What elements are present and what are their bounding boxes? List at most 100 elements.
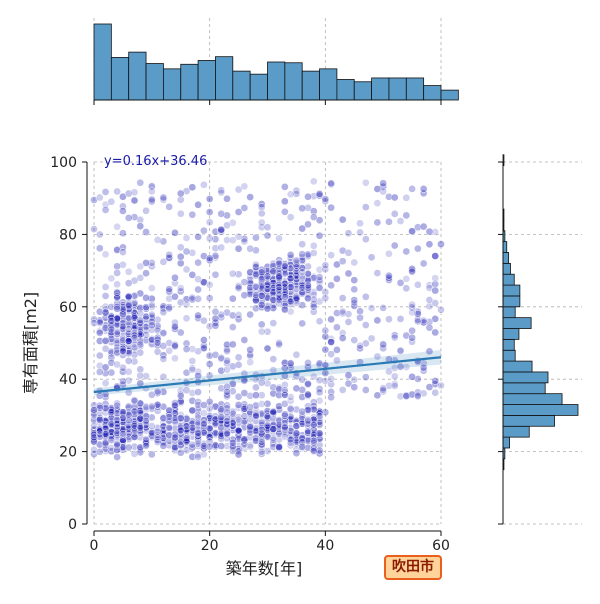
scatter-point [286,359,295,368]
scatter-point [95,230,104,239]
scatter-point [327,374,335,383]
scatter-point [153,387,162,396]
scatter-point [350,276,359,284]
scatter-point [344,371,353,380]
y-hist-bar [502,382,546,395]
scatter-point [281,432,289,441]
scatter-point [101,369,110,378]
scatter-point [119,334,127,343]
scatter-point [257,320,266,329]
scatter-point [240,204,249,212]
scatter-point [246,352,254,360]
scatter-point [298,273,307,282]
x-tick-label: 0 [90,538,99,554]
scatter-point [419,185,428,193]
scatter-point [286,295,295,304]
scatter-point [298,250,307,259]
scatter-point [205,433,214,441]
scatter-point [101,302,110,311]
scatter-point [113,187,121,196]
scatter-point [182,437,191,446]
scatter-point [234,353,243,362]
scatter-point [292,449,301,458]
y-hist-bar [502,252,510,264]
scatter-point [252,383,260,392]
scatter-point [309,420,318,429]
x-hist-bar [232,70,251,101]
scatter-point [217,209,226,218]
scatter-point [200,344,208,353]
scatter-point [315,429,324,438]
scatter-point [223,194,231,203]
scatter-point [275,402,283,411]
scatter-point [240,389,249,397]
scatter-point [171,325,179,333]
scatter-point [414,391,422,400]
y-hist-bar [502,393,563,405]
scatter-point [315,317,324,326]
scatter-point [107,408,116,416]
scatter-point [269,296,278,304]
x-hist-bar [128,51,147,101]
scatter-point [194,413,202,422]
scatter-point [292,272,301,280]
scatter-point [159,422,168,431]
scatter-point [234,401,243,409]
scatter-point [119,377,127,386]
scatter-point [373,269,382,277]
scatter-point [95,427,104,436]
scatter-point [176,189,185,198]
scatter-point [419,318,428,327]
scatter-point [298,415,307,424]
scatter-point [176,328,185,337]
scatter-point [257,265,266,274]
scatter-point [142,442,150,450]
scatter-point [425,240,434,249]
scatter-point [275,443,283,451]
scatter-point [263,421,272,430]
y-hist-bar [502,425,530,438]
scatter-point [246,283,254,292]
scatter-point [350,302,359,310]
scatter-point [321,294,330,303]
scatter-point [95,448,104,456]
scatter-point [217,429,226,438]
scatter-point [217,442,226,450]
scatter-point [107,428,116,436]
scatter-point [246,403,254,411]
y-hist-bar [502,360,533,373]
scatter-point [309,300,318,309]
scatter-point [304,379,312,388]
scatter-point [257,447,266,456]
scatter-point [217,225,226,234]
scatter-point [240,237,249,246]
scatter-point [188,365,197,374]
scatter-point [419,222,428,231]
scatter-point [275,391,283,399]
scatter-point [298,411,307,419]
scatter-point [252,434,260,443]
y-hist-bar [502,317,532,329]
scatter-point [396,392,405,401]
scatter-point [286,297,295,306]
x-hist-bar [405,77,425,101]
scatter-point [113,304,121,313]
scatter-point [101,188,110,196]
scatter-point [136,178,145,187]
scatter-point [217,423,226,432]
scatter-point [257,218,266,227]
scatter-point [124,421,133,430]
y-tick-label: 0 [68,517,77,533]
scatter-point [200,401,208,409]
scatter-point [257,391,266,399]
scatter-point [327,315,335,324]
scatter-point [309,302,318,311]
scatter-point [350,296,359,304]
scatter-point [107,414,116,423]
scatter-point [90,421,98,430]
regression-line [93,356,442,394]
scatter-point [142,259,150,267]
scatter-point [309,249,318,257]
scatter-point [101,393,110,401]
scatter-point [275,385,283,394]
